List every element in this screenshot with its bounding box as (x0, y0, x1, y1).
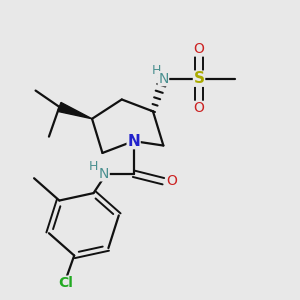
Text: O: O (194, 42, 205, 56)
Text: H: H (89, 160, 98, 173)
Polygon shape (58, 102, 92, 119)
Text: O: O (194, 101, 205, 116)
Text: Cl: Cl (58, 276, 73, 290)
Text: N: N (127, 134, 140, 148)
Text: H: H (151, 64, 160, 77)
Text: N: N (158, 72, 169, 86)
Text: S: S (194, 71, 205, 86)
Text: N: N (99, 167, 109, 181)
Text: O: O (166, 174, 177, 188)
